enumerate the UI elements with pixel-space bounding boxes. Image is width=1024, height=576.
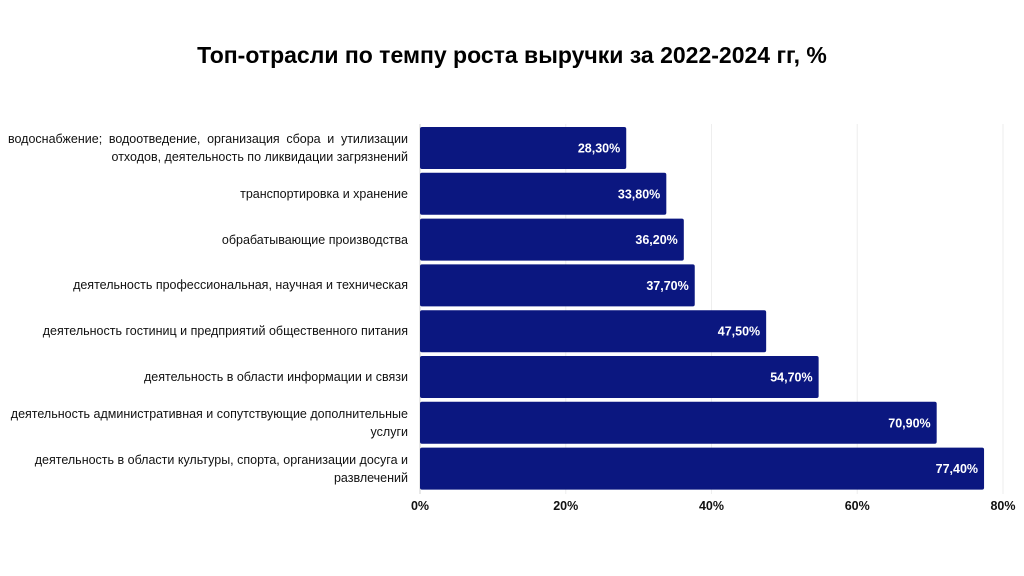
category-label: водоснабжение; водоотведение, организаци… (8, 132, 408, 164)
x-tick-label: 40% (699, 499, 724, 513)
data-label: 70,90% (888, 416, 930, 430)
data-label: 36,20% (635, 233, 677, 247)
x-tick-label: 60% (845, 499, 870, 513)
bar (420, 447, 985, 490)
chart-title: Топ-отрасли по темпу роста выручки за 20… (197, 42, 827, 68)
x-tick-label: 0% (411, 499, 429, 513)
x-tick-label: 20% (553, 499, 578, 513)
bar (420, 172, 667, 215)
x-tick-label: 80% (990, 499, 1015, 513)
bar (420, 310, 767, 353)
data-label: 37,70% (646, 279, 688, 293)
bar (420, 356, 819, 398)
data-label: 28,30% (578, 142, 620, 156)
category-label: деятельность профессиональная, научная и… (73, 278, 408, 293)
category-label: деятельность в области информации и связ… (143, 370, 408, 384)
bar (420, 264, 695, 307)
data-label: 33,80% (618, 187, 660, 201)
category-label: деятельность гостиниц и предприятий обще… (42, 324, 408, 339)
category-label: транспортировка и хранение (240, 186, 408, 201)
category-label: обрабатывающие производства (221, 232, 408, 247)
bar (420, 127, 627, 169)
bar (420, 218, 684, 261)
data-label: 54,70% (770, 371, 812, 385)
category-label: деятельность в области культуры, спорта,… (34, 452, 408, 485)
data-label: 77,40% (936, 462, 978, 476)
bar (420, 401, 937, 444)
data-label: 47,50% (718, 325, 760, 339)
category-label: деятельность административная и сопутств… (10, 406, 408, 439)
